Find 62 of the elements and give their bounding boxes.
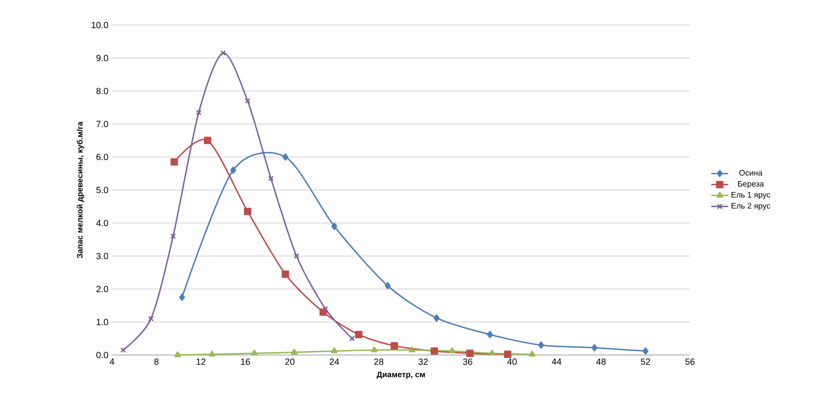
x-tick-label: 16 — [241, 358, 250, 365]
point — [220, 50, 226, 56]
point — [268, 176, 274, 182]
point — [488, 350, 496, 356]
point — [230, 166, 236, 174]
y-tick-label: 2.0 — [96, 286, 108, 292]
point — [174, 351, 181, 358]
x-tick-label: 20 — [285, 358, 294, 365]
point — [148, 316, 154, 322]
point — [642, 347, 648, 355]
point — [528, 350, 536, 357]
y-tick-label: 9.0 — [96, 54, 108, 62]
y-tick-label: 8.0 — [96, 88, 108, 94]
point — [591, 344, 598, 352]
x-tick-label: 28 — [374, 358, 384, 365]
point — [448, 347, 456, 354]
point — [204, 136, 212, 144]
point — [282, 153, 288, 161]
point — [208, 350, 216, 357]
x-tick-label: 40 — [507, 358, 517, 365]
point — [170, 233, 176, 240]
x-tick-label: 8 — [154, 358, 159, 365]
point — [466, 350, 474, 358]
y-tick-label: 6.0 — [96, 154, 108, 160]
x-tick-label: 24 — [330, 358, 340, 365]
x-tick-label: 32 — [418, 358, 428, 365]
x-tick-label: 48 — [596, 358, 606, 365]
x-tick-label: 12 — [196, 358, 206, 365]
x-tick-label: 56 — [685, 358, 695, 365]
point — [390, 342, 398, 350]
point — [486, 330, 493, 338]
point — [244, 208, 252, 216]
point — [291, 348, 298, 355]
x-tick-label: 52 — [640, 358, 650, 365]
point — [504, 350, 512, 358]
point — [179, 294, 185, 301]
point — [322, 306, 328, 312]
point — [250, 350, 258, 356]
point — [355, 330, 362, 338]
point — [331, 222, 338, 230]
point — [430, 347, 438, 355]
point — [196, 110, 202, 116]
x-tick-label: 44 — [552, 358, 562, 365]
x-tick-label: 36 — [463, 358, 472, 365]
y-tick-label: 1.0 — [96, 318, 108, 326]
point — [170, 158, 178, 166]
point — [434, 314, 440, 322]
point — [244, 98, 250, 104]
y-tick-label: 7.0 — [96, 120, 108, 128]
point — [371, 346, 378, 352]
point — [294, 253, 300, 259]
y-tick-label: 3.0 — [96, 252, 108, 260]
point — [408, 346, 416, 352]
y-tick-label: 4.0 — [96, 220, 108, 226]
y-tick-label: 0.0 — [96, 352, 108, 358]
point — [538, 341, 544, 349]
point — [384, 282, 391, 290]
y-tick-label: 5.0 — [96, 186, 108, 194]
point — [331, 347, 338, 354]
point — [282, 270, 290, 278]
y-tick-label: 10.0 — [92, 22, 108, 28]
x-tick-label: 4 — [110, 358, 114, 365]
